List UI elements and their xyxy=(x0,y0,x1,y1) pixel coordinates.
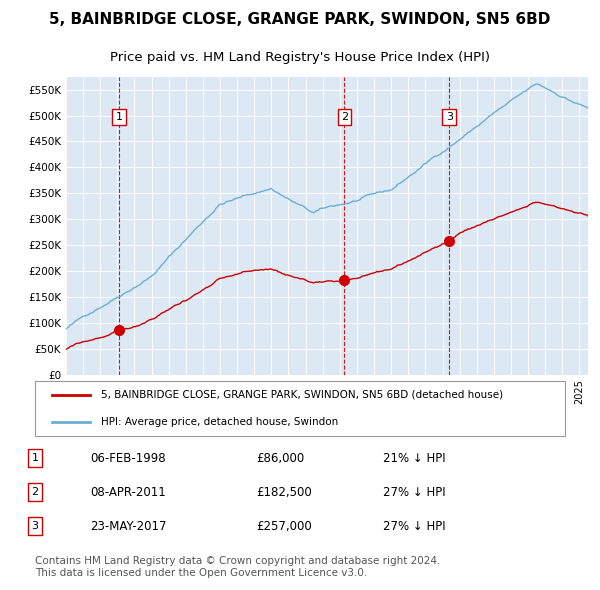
Text: £86,000: £86,000 xyxy=(256,451,304,465)
Text: 3: 3 xyxy=(446,112,452,122)
Text: 5, BAINBRIDGE CLOSE, GRANGE PARK, SWINDON, SN5 6BD: 5, BAINBRIDGE CLOSE, GRANGE PARK, SWINDO… xyxy=(49,12,551,27)
Text: Contains HM Land Registry data © Crown copyright and database right 2024.
This d: Contains HM Land Registry data © Crown c… xyxy=(35,556,440,578)
Text: 2: 2 xyxy=(31,487,38,497)
Text: 1: 1 xyxy=(116,112,122,122)
Text: 23-MAY-2017: 23-MAY-2017 xyxy=(90,520,167,533)
FancyBboxPatch shape xyxy=(35,381,565,437)
Text: 08-APR-2011: 08-APR-2011 xyxy=(90,486,166,499)
Text: 06-FEB-1998: 06-FEB-1998 xyxy=(90,451,166,465)
Text: 2: 2 xyxy=(341,112,348,122)
Text: HPI: Average price, detached house, Swindon: HPI: Average price, detached house, Swin… xyxy=(101,417,338,427)
Text: 5, BAINBRIDGE CLOSE, GRANGE PARK, SWINDON, SN5 6BD (detached house): 5, BAINBRIDGE CLOSE, GRANGE PARK, SWINDO… xyxy=(101,390,503,400)
Text: 3: 3 xyxy=(32,522,38,531)
Text: £182,500: £182,500 xyxy=(256,486,311,499)
Text: Price paid vs. HM Land Registry's House Price Index (HPI): Price paid vs. HM Land Registry's House … xyxy=(110,51,490,64)
Text: 27% ↓ HPI: 27% ↓ HPI xyxy=(383,520,445,533)
Text: £257,000: £257,000 xyxy=(256,520,311,533)
Text: 1: 1 xyxy=(32,453,38,463)
Text: 27% ↓ HPI: 27% ↓ HPI xyxy=(383,486,445,499)
Text: 21% ↓ HPI: 21% ↓ HPI xyxy=(383,451,445,465)
